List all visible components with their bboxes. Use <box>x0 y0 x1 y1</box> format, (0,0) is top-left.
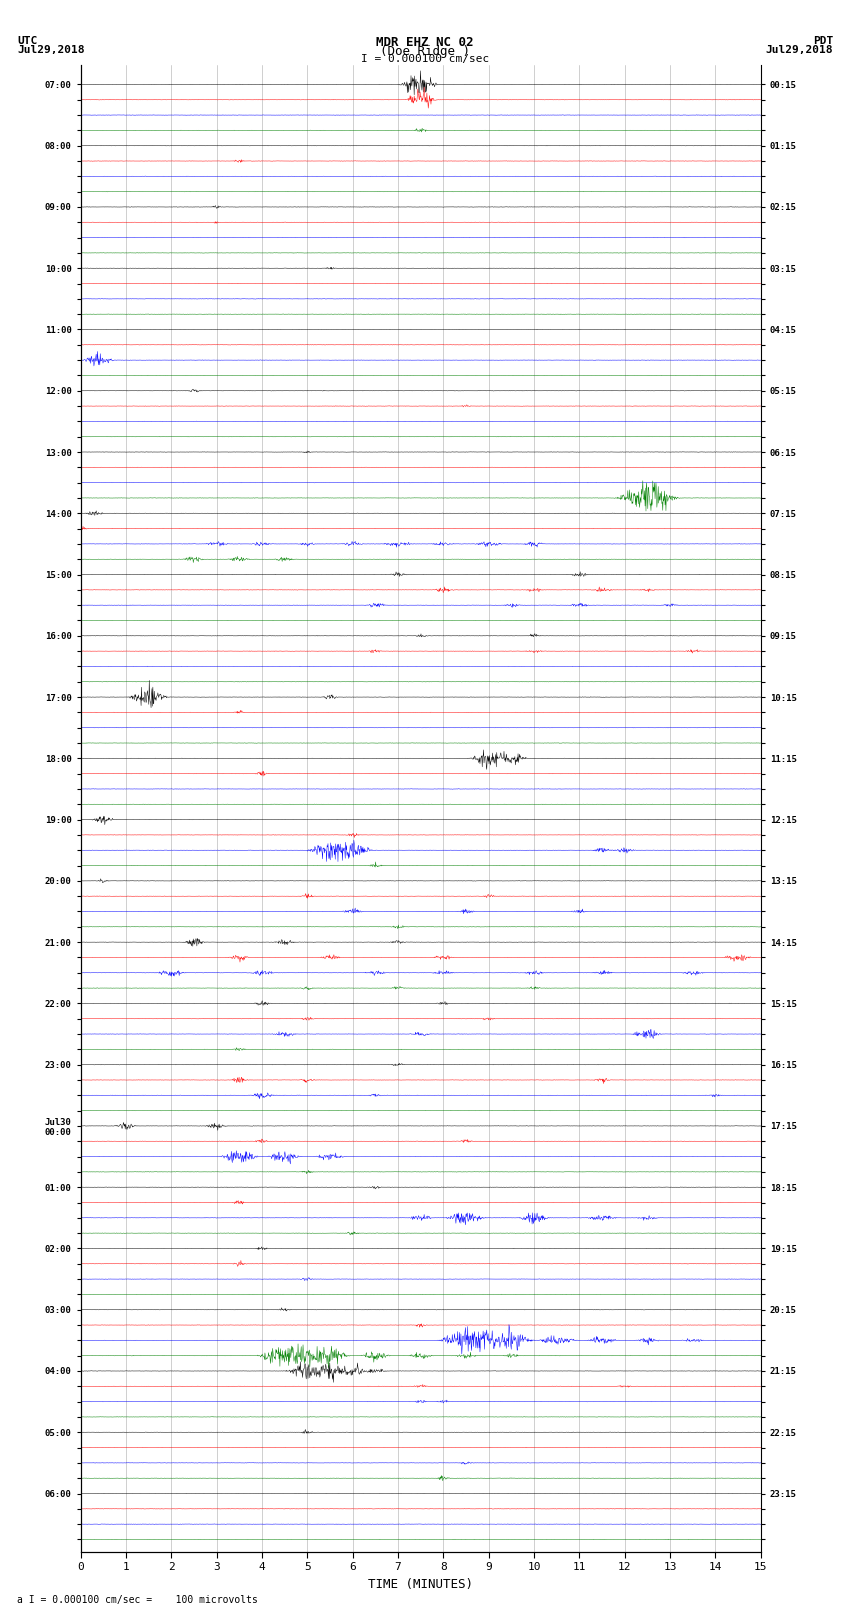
Text: MDR EHZ NC 02: MDR EHZ NC 02 <box>377 37 473 50</box>
Text: UTC: UTC <box>17 37 37 47</box>
Text: Jul29,2018: Jul29,2018 <box>17 45 84 55</box>
X-axis label: TIME (MINUTES): TIME (MINUTES) <box>368 1578 473 1590</box>
Text: Jul29,2018: Jul29,2018 <box>766 45 833 55</box>
Text: I = 0.000100 cm/sec: I = 0.000100 cm/sec <box>361 53 489 65</box>
Text: a I = 0.000100 cm/sec =    100 microvolts: a I = 0.000100 cm/sec = 100 microvolts <box>17 1595 258 1605</box>
Text: PDT: PDT <box>813 37 833 47</box>
Text: (Doe Ridge ): (Doe Ridge ) <box>380 45 470 58</box>
